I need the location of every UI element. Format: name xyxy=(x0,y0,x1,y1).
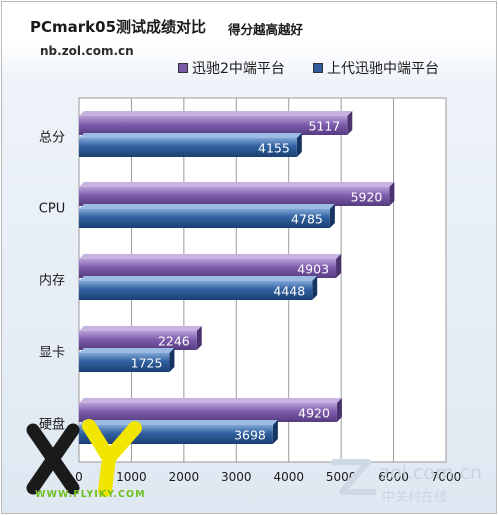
bar xyxy=(79,209,330,228)
bar-value-label: 3698 xyxy=(234,428,266,443)
bar-top xyxy=(79,254,342,259)
x-tick-label: 2000 xyxy=(169,470,200,484)
bar-top xyxy=(79,111,353,116)
bar-side xyxy=(272,420,278,444)
bar xyxy=(79,331,197,350)
legend-item-series-1: 迅驰2中端平台 xyxy=(178,58,285,78)
flyiky-watermark-text: WWW.FLYIKY.COM xyxy=(35,489,146,500)
flyiky-logo-icon xyxy=(26,419,142,497)
x-tick-label: 6000 xyxy=(378,470,409,484)
x-tick-label: 1000 xyxy=(116,470,147,484)
bar-side xyxy=(347,111,353,135)
bar-value-label: 4448 xyxy=(273,284,305,299)
category-label: 显卡 xyxy=(39,346,65,361)
bar-top xyxy=(79,204,335,209)
bar-top xyxy=(79,326,202,331)
bar-value-label: 4920 xyxy=(298,406,330,421)
bar xyxy=(79,187,390,206)
bar-top xyxy=(79,348,175,353)
x-tick-label: 3000 xyxy=(221,470,252,484)
bar-value-label: 5117 xyxy=(308,119,340,134)
bar-value-label: 4903 xyxy=(297,262,329,277)
bar-top xyxy=(79,276,318,281)
bar-top xyxy=(79,420,278,425)
zol-watermark-icon xyxy=(332,459,376,495)
x-tick-label: 7000 xyxy=(431,470,462,484)
bar-value-label: 5920 xyxy=(351,190,383,205)
bar-side xyxy=(169,348,175,372)
bar xyxy=(79,403,337,422)
bar-side xyxy=(196,326,202,350)
legend-label-series-1: 迅驰2中端平台 xyxy=(192,61,285,77)
legend-swatch-series-1 xyxy=(178,63,188,73)
bar xyxy=(79,259,337,278)
bar-top xyxy=(79,133,302,138)
category-label: 总分 xyxy=(39,131,65,146)
legend-label-series-2: 上代迅驰中端平台 xyxy=(327,61,439,77)
x-tick-label: 0 xyxy=(75,470,83,484)
bar-side xyxy=(336,254,342,278)
source-label: nb.zol.com.cn xyxy=(40,44,134,58)
bar xyxy=(79,138,297,157)
legend-swatch-series-2 xyxy=(313,63,323,73)
bar xyxy=(79,353,170,372)
bar xyxy=(79,116,348,135)
chart-title: PCmark05测试成绩对比 xyxy=(30,18,207,36)
bar-value-label: 1725 xyxy=(131,356,163,371)
bar-side xyxy=(389,182,395,206)
category-label: CPU xyxy=(39,202,65,217)
category-label: 内存 xyxy=(39,273,65,289)
bar-side xyxy=(329,204,335,228)
bar-side xyxy=(296,133,302,157)
zol-watermark-cn: 中关村在线 xyxy=(382,490,448,505)
legend-item-series-2: 上代迅驰中端平台 xyxy=(313,58,439,78)
x-tick-label: 4000 xyxy=(273,470,304,484)
bar-value-label: 4155 xyxy=(258,141,290,156)
zol-watermark-text: zol.com.cn xyxy=(380,462,483,484)
bar-top xyxy=(79,398,342,403)
bar-side xyxy=(336,398,342,422)
bar xyxy=(79,281,313,300)
chart-subtitle: 得分越高越好 xyxy=(228,22,304,37)
bar-value-label: 4785 xyxy=(291,212,323,227)
category-label: 硬盘 xyxy=(39,417,65,433)
bar-top xyxy=(79,182,395,187)
bar-side xyxy=(312,276,318,300)
bar-value-label: 2246 xyxy=(158,334,190,349)
